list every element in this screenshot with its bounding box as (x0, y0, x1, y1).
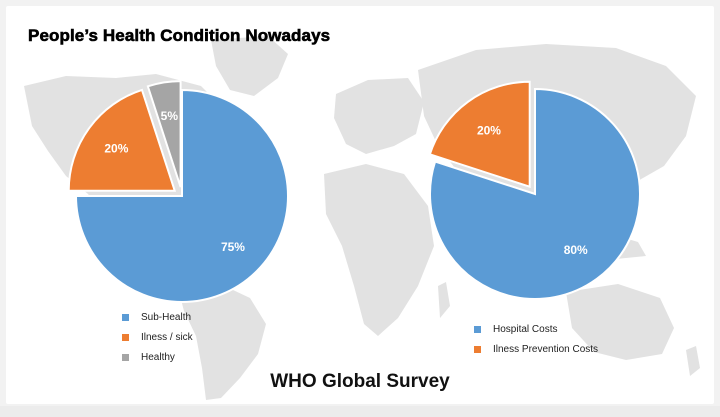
legend-item-illness: Ilness / sick (122, 329, 193, 345)
legend-swatch-prevention-costs (474, 345, 481, 353)
legend-item-hospital-costs: Hospital Costs (474, 321, 598, 337)
legend-swatch-sub-health (122, 313, 129, 321)
pie-health-slice-2 (146, 80, 182, 188)
legend-swatch-hospital-costs (474, 325, 481, 333)
chart-title: People’s Health Condition Nowadays (28, 26, 331, 46)
pie-costs-slice-1 (428, 80, 531, 189)
footer-caption: WHO Global Survey (270, 371, 450, 392)
pie-costs-label-1: 20% (477, 124, 501, 138)
pie-health-slice-0 (74, 88, 289, 303)
chart-card: 75% 20% 5% 80% 20% People’s Health Condition… (6, 6, 714, 404)
legend-costs: Hospital Costs Ilness Prevention Costs (474, 321, 598, 361)
legend-label-prevention-costs: Ilness Prevention Costs (493, 343, 599, 355)
legend-label-hospital-costs: Hospital Costs (493, 323, 558, 335)
legend-swatch-illness (122, 333, 129, 341)
pie-health-label-2: 5% (161, 109, 179, 123)
legend-item-sub-health: Sub-Health (122, 309, 193, 325)
pie-costs-label-0: 80% (564, 243, 588, 257)
legend-item-healthy: Healthy (122, 349, 193, 365)
legend-item-prevention-costs: Ilness Prevention Costs (474, 341, 598, 357)
legend-label-illness: Ilness / sick (141, 331, 193, 343)
legend-label-sub-health: Sub-Health (141, 311, 192, 323)
pie-health-slice-1 (67, 88, 177, 192)
legend-swatch-healthy (122, 353, 129, 361)
pie-health-label-0: 75% (221, 240, 245, 254)
legend-health: Sub-Health Ilness / sick Healthy (122, 309, 193, 369)
bottom-strip (0, 406, 720, 417)
pie-charts: 75% 20% 5% 80% 20% (67, 80, 641, 303)
pie-health-label-1: 20% (104, 141, 128, 155)
legend-label-healthy: Healthy (141, 351, 175, 363)
pie-costs-slice-0 (429, 87, 641, 300)
